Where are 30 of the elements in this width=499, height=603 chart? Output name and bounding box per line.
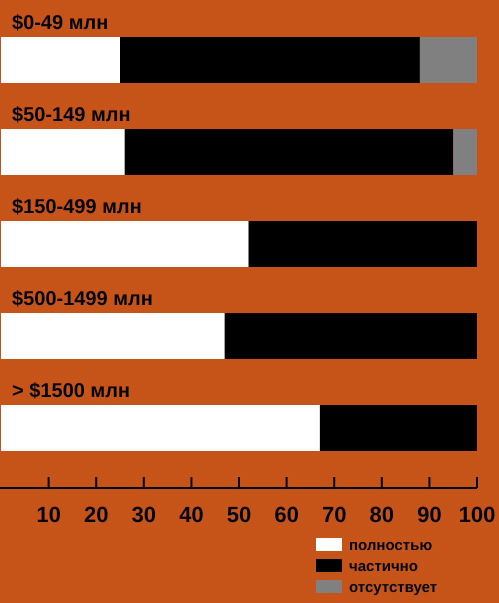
y-tick-label: $500-1499 млн <box>12 288 153 310</box>
bar <box>1 405 320 451</box>
bar <box>453 129 477 175</box>
bar <box>1 129 125 175</box>
bar <box>320 405 477 451</box>
x-tick-label: 20 <box>84 502 108 527</box>
x-tick-label: 90 <box>417 502 442 527</box>
y-tick-label: $150-499 млн <box>12 196 142 218</box>
x-tick-label: 10 <box>36 502 61 527</box>
bar <box>1 313 225 359</box>
y-tick-label: $50-149 млн <box>12 104 131 126</box>
x-tick-label: 100 <box>458 502 496 527</box>
bar <box>224 313 477 359</box>
x-tick-label: 70 <box>322 502 346 527</box>
y-tick-label: $0-49 млн <box>12 12 108 34</box>
x-tick-label: 80 <box>370 502 394 527</box>
bar <box>248 221 477 267</box>
x-tick-label: 60 <box>274 502 299 527</box>
x-tick-label: 40 <box>179 502 204 527</box>
bar <box>124 129 454 175</box>
bar <box>420 37 477 83</box>
legend-label: полностью <box>349 537 432 554</box>
bar <box>120 37 420 83</box>
y-tick-label: > $1500 млн <box>12 380 130 402</box>
bar <box>1 37 120 83</box>
bar <box>1 221 249 267</box>
legend-label: отсутствует <box>349 579 438 596</box>
x-tick-label: 30 <box>132 502 156 527</box>
legend-label: частично <box>349 558 418 575</box>
x-tick-label: 50 <box>226 502 252 527</box>
